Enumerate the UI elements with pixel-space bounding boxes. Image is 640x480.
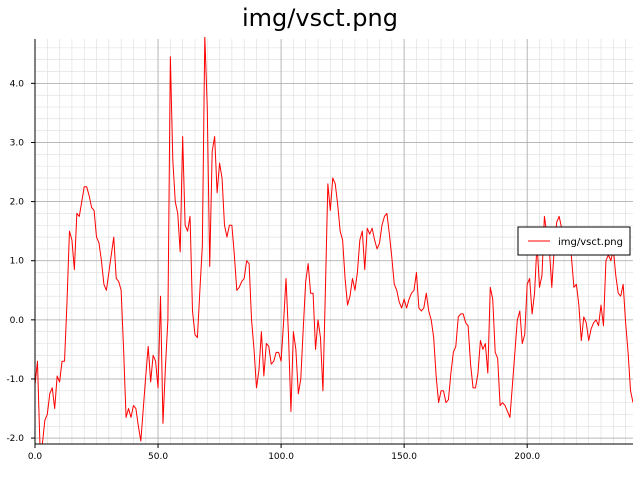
minor-grid: [34, 39, 633, 444]
x-tick-label: 50.0: [148, 452, 168, 462]
y-tick-label: 0.0: [10, 316, 25, 326]
y-tick-label: 2.0: [10, 198, 25, 208]
y-tick-label: -2.0: [6, 434, 24, 444]
y-tick-label: 4.0: [10, 79, 25, 89]
y-tick-label: -1.0: [6, 375, 24, 385]
legend-label: img/vsct.png: [558, 237, 623, 248]
chart-title: img/vsct.png: [242, 4, 398, 32]
x-tick-label: 100.0: [268, 452, 294, 462]
x-tick-label: 0.0: [28, 452, 43, 462]
tick-labels: 0.0 50.0 100.0 150.0 200.0 -2.0 -1.0 0.0 1.0 2.0 3…: [6, 79, 540, 462]
y-tick-label: 3.0: [10, 138, 25, 148]
x-tick-label: 200.0: [514, 452, 540, 462]
x-tick-label: 150.0: [391, 452, 417, 462]
series-layer: [35, 37, 633, 444]
major-grid: [34, 39, 633, 444]
y-tick-label: 1.0: [10, 257, 25, 267]
legend: img/vsct.png: [517, 226, 631, 256]
axes: [31, 39, 633, 448]
series-line: [35, 37, 633, 444]
